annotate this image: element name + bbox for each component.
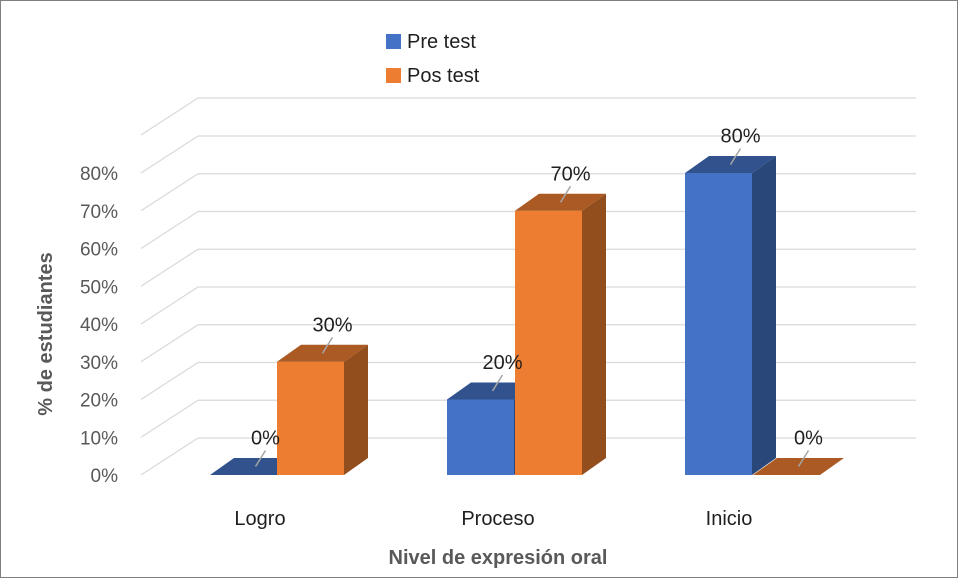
y-tick-label: 30% xyxy=(80,353,118,374)
data-label: 20% xyxy=(482,352,522,374)
y-axis-ticks: 0% 10% 20% 30% 40% 50% 60% 70% 80% xyxy=(80,164,118,487)
gridline-diagonal xyxy=(140,399,199,438)
bar-front xyxy=(515,210,582,475)
bar-front xyxy=(277,361,344,475)
y-tick-label: 20% xyxy=(80,391,118,412)
bar-front xyxy=(447,399,514,475)
bar xyxy=(515,193,606,475)
leader-line xyxy=(254,450,267,467)
gridline-diagonal xyxy=(140,97,199,136)
bar-front xyxy=(685,173,752,475)
leader-line xyxy=(729,148,742,165)
bars xyxy=(210,156,844,475)
gridline-diagonal xyxy=(140,437,199,476)
x-category-label: Inicio xyxy=(706,508,753,530)
y-tick-label: 70% xyxy=(80,202,118,223)
y-tick-label: 40% xyxy=(80,315,118,336)
gridline-diagonal xyxy=(140,248,199,287)
data-label: 70% xyxy=(550,163,590,185)
bar-side xyxy=(344,344,368,475)
bar-side xyxy=(752,156,776,475)
gridline-diagonal xyxy=(140,361,199,401)
data-labels: 0% 20% 80% 30% 70% 0% xyxy=(251,126,823,467)
bar xyxy=(277,344,368,475)
data-label: 0% xyxy=(794,428,823,450)
data-label: 0% xyxy=(251,428,280,450)
y-tick-label: 60% xyxy=(80,240,118,261)
leader-line xyxy=(321,336,334,354)
gridline-diagonal xyxy=(140,210,199,250)
legend-label-pos-test: Pos test xyxy=(407,65,480,87)
legend: Pre test Pos test xyxy=(386,31,480,87)
gridline-diagonal xyxy=(140,286,199,325)
legend-swatch-pre-test xyxy=(386,34,401,49)
x-axis-title: Nivel de expresión oral xyxy=(389,547,608,569)
data-label: 30% xyxy=(312,314,352,336)
bar-side xyxy=(582,193,606,475)
gridline-diagonal xyxy=(140,173,199,212)
y-tick-label: 10% xyxy=(80,428,118,449)
gridline-diagonal xyxy=(140,135,199,174)
leader-line xyxy=(559,185,572,203)
y-tick-label: 50% xyxy=(80,277,118,298)
y-axis-title: % de estudiantes xyxy=(35,252,57,415)
legend-label-pre-test: Pre test xyxy=(407,31,476,53)
legend-swatch-pos-test xyxy=(386,68,401,83)
leader-line xyxy=(797,450,810,467)
y-tick-label: 0% xyxy=(91,466,119,487)
x-category-label: Logro xyxy=(234,508,285,530)
x-category-label: Proceso xyxy=(461,508,534,530)
leader-line xyxy=(491,374,504,392)
bar xyxy=(685,156,776,475)
gridline-diagonal xyxy=(140,324,199,363)
x-axis-categories: Logro Proceso Inicio xyxy=(234,508,752,530)
y-tick-label: 80% xyxy=(80,164,118,185)
data-label: 80% xyxy=(720,126,760,148)
